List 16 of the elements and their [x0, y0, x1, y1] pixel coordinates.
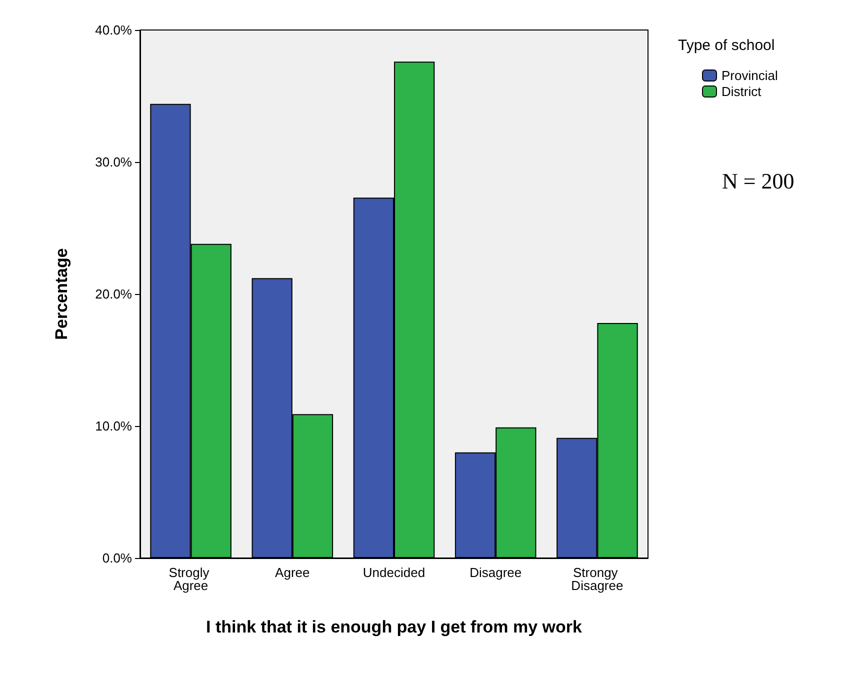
x-tick-label: Disagree — [470, 565, 522, 580]
y-axis-title: Percentage — [52, 248, 71, 340]
text: N = 200 — [722, 168, 794, 194]
legend-label: District — [722, 84, 762, 99]
x-tick-label: Agree — [275, 565, 310, 580]
x-tick-label: Strongy Disagree — [571, 565, 624, 593]
x-tick-label: Undecided — [362, 565, 426, 580]
x-tick-label: Strogly Agree — [168, 565, 213, 593]
y-tick-label: 40.0% — [95, 22, 132, 38]
legend-title: Type of school — [678, 37, 775, 54]
y-tick-label: 10.0% — [95, 418, 132, 434]
y-tick-label: 30.0% — [95, 154, 132, 170]
y-tick-label: 20.0% — [95, 286, 132, 302]
y-tick-label: 0.0% — [102, 550, 132, 566]
legend-label: Provincial — [722, 68, 778, 83]
x-axis-title: I think that it is enough pay I get from my work — [206, 618, 582, 636]
